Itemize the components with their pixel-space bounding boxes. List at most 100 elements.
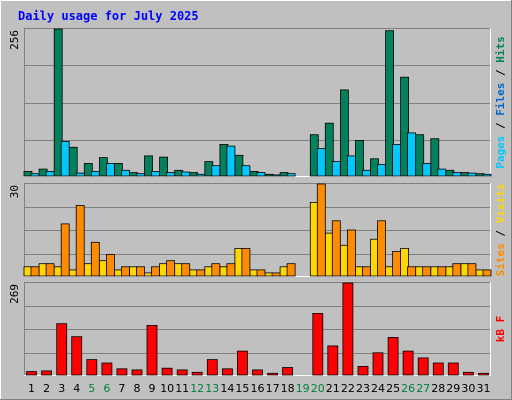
bar	[196, 173, 206, 177]
bar	[452, 263, 462, 277]
x-tick-label: 17	[266, 382, 280, 395]
legend-entry: Files	[494, 83, 507, 116]
bar	[241, 247, 251, 277]
bar	[196, 269, 206, 277]
bar	[75, 172, 85, 177]
legend-kbytes: kB F	[494, 316, 507, 343]
bar	[362, 266, 371, 277]
bar	[346, 155, 356, 177]
bar	[346, 229, 356, 277]
bar	[176, 369, 188, 376]
legend-entry: /	[494, 63, 507, 83]
bar	[131, 369, 143, 376]
x-tick-label: 26	[401, 382, 415, 395]
bar	[316, 183, 326, 277]
bar	[331, 220, 341, 277]
bar	[53, 28, 63, 177]
bar	[211, 165, 221, 177]
legend-entry: Hits	[494, 36, 507, 63]
bar	[312, 312, 324, 376]
bar	[68, 146, 78, 177]
bar	[467, 263, 477, 277]
bar	[252, 369, 263, 376]
panel-hits: 256 Pages / Files / Hits	[8, 28, 507, 177]
bar	[136, 173, 145, 177]
bar	[400, 76, 410, 177]
bar	[226, 263, 236, 277]
legend-entry: Sites	[494, 243, 507, 276]
bar	[342, 282, 354, 376]
x-tick-label: 29	[446, 382, 460, 395]
bar	[161, 367, 173, 376]
x-tick-label: 6	[103, 382, 110, 395]
bar	[271, 272, 281, 277]
bar	[478, 372, 489, 376]
bar	[60, 223, 70, 277]
bar	[121, 169, 130, 177]
bar	[166, 260, 176, 277]
bar	[166, 172, 176, 177]
legend-entry: /	[494, 223, 507, 243]
x-tick-label: 2	[43, 382, 50, 395]
series-kb-f	[26, 282, 489, 376]
bar	[339, 89, 349, 177]
bar	[116, 368, 128, 376]
x-tick-label: 3	[58, 382, 65, 395]
x-tick-label: 25	[386, 382, 400, 395]
bar	[106, 254, 115, 277]
x-tick-label: 1	[28, 382, 35, 395]
bar	[316, 147, 326, 177]
y-max-label: 256	[8, 30, 21, 50]
bar	[447, 362, 459, 376]
bar	[181, 171, 191, 177]
series-files	[30, 132, 492, 177]
bar	[45, 170, 55, 177]
bar	[241, 165, 251, 177]
bar	[236, 350, 248, 376]
bar	[181, 263, 191, 277]
x-tick-label: 13	[205, 382, 219, 395]
bar	[430, 138, 440, 177]
bar	[372, 352, 384, 376]
bar	[417, 357, 429, 376]
bar	[385, 30, 395, 177]
bar	[191, 371, 203, 376]
x-tick-label: 16	[251, 382, 265, 395]
panel-visits: 30 Sites / Visits	[8, 183, 507, 277]
bar	[71, 336, 83, 376]
x-tick-label: 8	[134, 382, 141, 395]
bar	[83, 162, 93, 177]
x-axis-labels: 1 2 3 4 5 6 7 8 9 10 11 12 13 14 15 16 17 18 19 20 21 22 23 24 2…	[28, 382, 491, 395]
bar	[387, 336, 399, 376]
x-tick-label: 15	[235, 382, 249, 395]
bar	[271, 174, 281, 177]
bar	[90, 170, 100, 177]
bar	[86, 359, 98, 376]
bar	[407, 132, 417, 177]
bar	[30, 173, 40, 177]
x-tick-label: 12	[190, 382, 204, 395]
y-max-label: 30	[8, 185, 21, 198]
bar	[432, 362, 444, 376]
x-tick-label: 9	[149, 382, 156, 395]
series-hits	[23, 28, 485, 177]
bar	[151, 266, 160, 277]
bar	[452, 172, 462, 177]
bar	[45, 263, 55, 277]
bar	[101, 362, 113, 376]
bar	[286, 263, 296, 277]
legend-entry: Pages	[494, 136, 507, 169]
bar	[392, 143, 402, 177]
bar	[121, 266, 130, 277]
y-max-label: 269	[8, 284, 21, 304]
bar	[60, 141, 70, 177]
bar	[151, 170, 160, 177]
x-tick-label: 27	[416, 382, 430, 395]
bar	[392, 251, 402, 277]
x-tick-label: 4	[73, 382, 80, 395]
bar	[159, 156, 169, 177]
bar	[267, 372, 279, 376]
x-tick-label: 30	[461, 382, 475, 395]
bar	[437, 266, 447, 277]
